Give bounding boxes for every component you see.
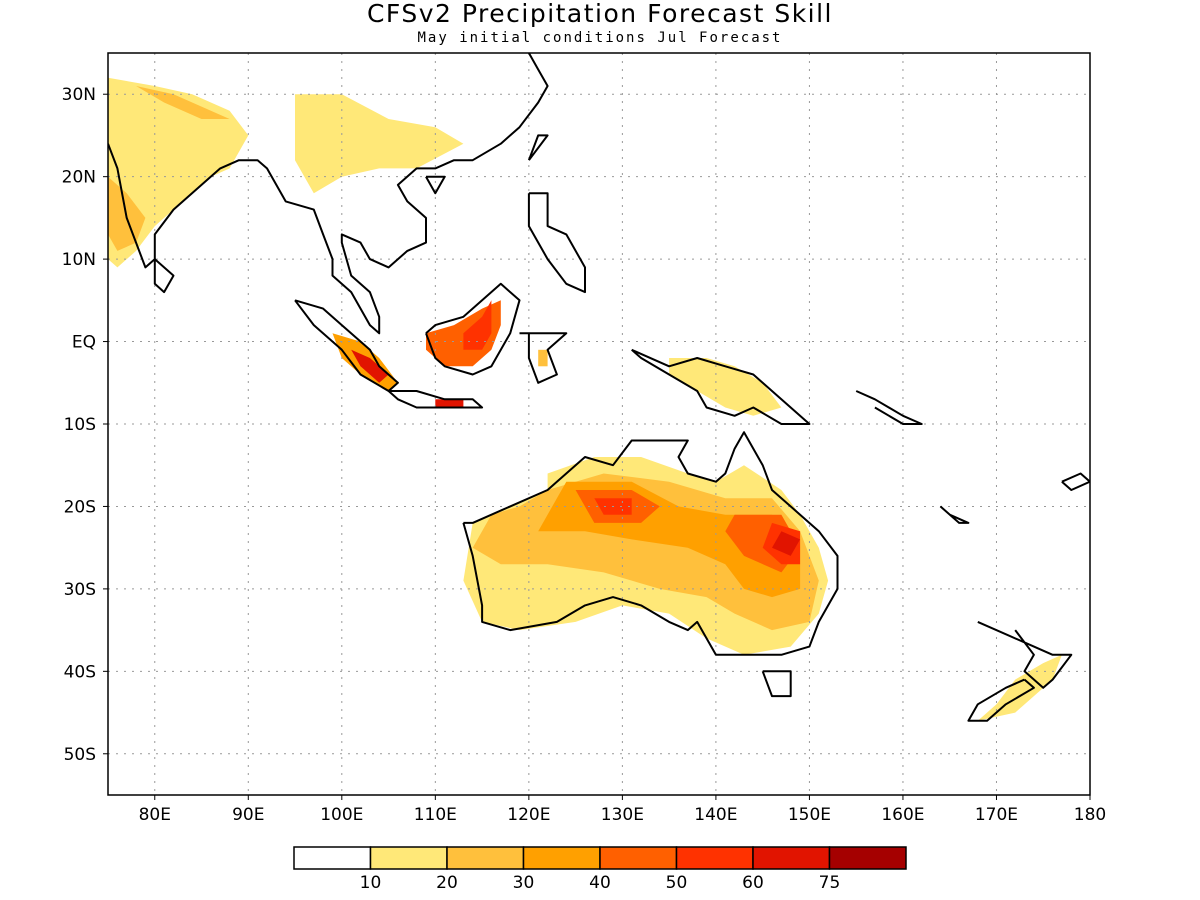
lat-tick-label: 20S (64, 497, 96, 517)
colorbar-swatch (599, 846, 678, 870)
lat-tick-label: 10N (62, 250, 96, 270)
lat-tick-label: 40S (64, 662, 96, 682)
skill-region-south-china (295, 94, 464, 194)
colorbar-swatch (293, 846, 372, 870)
coastlines (108, 53, 1090, 722)
lat-tick-label: 30S (64, 580, 96, 600)
lon-tick-label: 80E (139, 805, 171, 825)
skill-region-new-zealand (977, 654, 1062, 721)
skill-region-sumatra-60 (351, 349, 389, 383)
skill-shading (108, 77, 1062, 721)
lon-tick-label: 180 (1074, 805, 1106, 825)
colorbar-label: 40 (589, 873, 611, 893)
colorbar-swatch (828, 846, 907, 870)
coastline-14 (855, 390, 923, 425)
colorbar-label: 60 (742, 873, 764, 893)
lon-tick-label: 90E (232, 805, 264, 825)
coastline-13 (967, 678, 1035, 722)
colorbar-swatch (446, 846, 525, 870)
colorbar-label: 30 (513, 873, 535, 893)
lon-tick-label: 100E (320, 805, 363, 825)
coastline-8 (527, 134, 549, 161)
colorbar-label: 20 (436, 873, 458, 893)
coastline-7 (527, 192, 586, 294)
coastline-10 (153, 258, 175, 294)
lon-tick-label: 160E (881, 805, 924, 825)
lon-tick-label: 110E (414, 805, 457, 825)
colorbar-swatch (752, 846, 831, 870)
skill-region-australia-60 (772, 531, 801, 556)
skill-region-java (435, 399, 464, 408)
chart-title: CFSv2 Precipitation Forecast Skill (366, 0, 834, 28)
lat-tick-label: 10S (64, 415, 96, 435)
coastline-9 (108, 53, 549, 335)
colorbar-label: 10 (360, 873, 382, 893)
coastline-4 (425, 282, 521, 376)
axis-ticks: 80E 90E 100E 110E 120E 130E 140E 150E 160E 170E 18… (62, 85, 1107, 825)
coastline-15 (1061, 472, 1090, 491)
coastline-6 (631, 348, 811, 425)
lat-tick-label: 20N (62, 168, 96, 188)
lat-tick-label: 30N (62, 85, 96, 105)
colorbar-swatch (675, 846, 754, 870)
lat-tick-label: EQ (72, 333, 96, 353)
colorbar-swatch (522, 846, 601, 870)
colorbar-label: 75 (819, 873, 841, 893)
map-frame (107, 52, 1091, 796)
coastline-16 (939, 505, 970, 524)
coastline-0 (462, 431, 839, 656)
skill-region-himalaya (136, 86, 230, 119)
lon-tick-label: 120E (507, 805, 550, 825)
coastline-5 (519, 332, 568, 384)
lon-tick-label: 130E (601, 805, 644, 825)
colorbar-label: 50 (666, 873, 688, 893)
lon-tick-label: 140E (694, 805, 737, 825)
coastline-12 (977, 620, 1073, 689)
coastline-11 (425, 175, 446, 195)
coastline-3 (387, 390, 484, 409)
skill-region-borneo-50 (463, 300, 492, 350)
colorbar: 10 20 30 40 50 60 75 (293, 846, 907, 893)
lat-lon-gridlines (108, 53, 1090, 795)
skill-region-sulawesi (538, 349, 548, 367)
coastline-1 (761, 670, 792, 698)
lat-tick-label: 50S (64, 745, 96, 765)
lon-tick-label: 150E (788, 805, 831, 825)
lon-tick-label: 170E (975, 805, 1018, 825)
chart-subtitle: May initial conditions Jul Forecast (417, 30, 783, 46)
coastline-2 (294, 299, 399, 392)
skill-region-new-guinea (669, 358, 782, 416)
colorbar-swatch (369, 846, 448, 870)
